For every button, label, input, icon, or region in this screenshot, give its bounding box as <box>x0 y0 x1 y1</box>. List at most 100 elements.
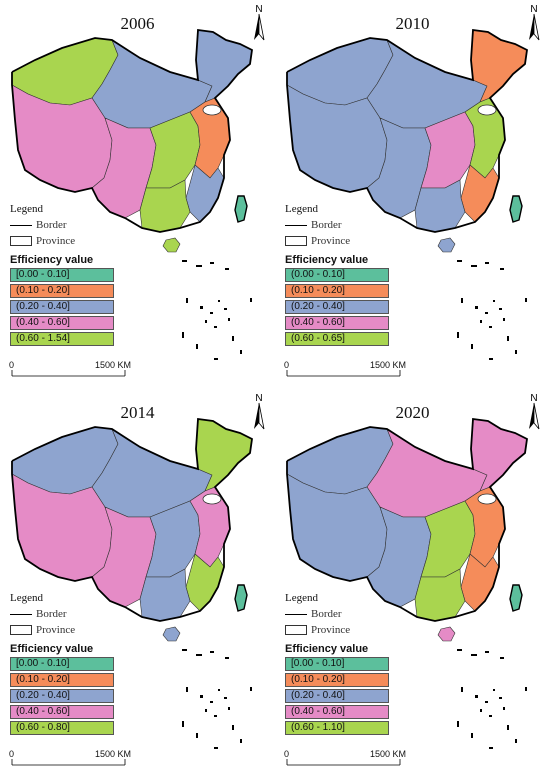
class-swatch <box>285 332 389 346</box>
scale-bar <box>11 370 126 377</box>
class-swatch <box>10 268 114 282</box>
south-sea-islands <box>182 649 252 749</box>
class-label: (0.60 - 0.65] <box>291 333 345 344</box>
north-arrow-icon <box>254 402 265 430</box>
map-panel-2020: N 2020 Legend Border Province Efficiency… <box>275 389 550 778</box>
south-sea-islands <box>457 649 527 749</box>
scale-start-label: 0 <box>284 749 290 759</box>
scale-bar <box>286 759 401 766</box>
scale-start-label: 0 <box>9 749 15 759</box>
region-south <box>139 179 191 233</box>
north-label: N <box>530 4 537 15</box>
legend-title: Legend <box>10 203 43 215</box>
legend-province-item: Province <box>10 624 75 636</box>
class-swatch <box>285 284 389 298</box>
scale-start-label: 0 <box>9 360 15 370</box>
map-year-title: 2010 <box>395 14 430 33</box>
north-label: N <box>255 393 262 404</box>
efficiency-title: Efficiency value <box>10 643 94 655</box>
national-border <box>11 28 253 233</box>
bohai-sea <box>477 493 497 505</box>
bohai-sea <box>477 104 497 116</box>
legend-province-item: Province <box>10 235 75 247</box>
class-label: (0.60 - 1.10] <box>291 722 345 733</box>
region-east <box>464 486 506 568</box>
border-swatch <box>285 224 307 226</box>
class-label: (0.10 - 0.20] <box>16 674 70 685</box>
national-border <box>286 28 528 233</box>
border-label: Border <box>311 608 342 620</box>
class-label: (0.60 - 0.80] <box>16 722 70 733</box>
south-sea-islands <box>457 260 527 360</box>
class-swatch <box>285 705 389 719</box>
region-taiwan <box>509 195 523 223</box>
legend-title: Legend <box>285 203 318 215</box>
class-label: (0.10 - 0.20] <box>291 285 345 296</box>
region-east <box>464 97 506 179</box>
north-label: N <box>255 4 262 15</box>
province-label: Province <box>36 235 76 247</box>
legend-border-item: Border <box>285 608 342 620</box>
legend-border-item: Border <box>10 219 67 231</box>
map-panel-2006: N 2006 Legend Border Province Efficiency… <box>0 0 275 389</box>
class-swatch <box>285 300 389 314</box>
border-swatch <box>285 613 307 615</box>
scale-end-label: 1500 KM <box>95 360 132 370</box>
legend-title: Legend <box>10 592 43 604</box>
map-panel-2014: N 2014 Legend Border Province Efficiency… <box>0 389 275 778</box>
class-label: [0.00 - 0.10] <box>291 658 345 669</box>
legend-province-item: Province <box>285 624 350 636</box>
national-border <box>11 417 253 622</box>
region-southeast <box>185 553 225 612</box>
region-southeast <box>185 164 225 223</box>
north-arrow-icon <box>254 13 265 41</box>
province-label: Province <box>36 624 76 636</box>
region-taiwan <box>234 195 248 223</box>
class-label: [0.00 - 0.10] <box>16 269 70 280</box>
region-hainan <box>162 626 181 642</box>
china-map: N <box>11 4 265 377</box>
bohai-sea <box>202 104 222 116</box>
class-swatch <box>10 284 114 298</box>
class-swatch <box>285 673 389 687</box>
region-taiwan <box>509 584 523 612</box>
province-swatch <box>285 236 307 247</box>
class-swatch <box>285 268 389 282</box>
region-south <box>139 568 191 622</box>
class-swatch <box>10 657 114 671</box>
region-south <box>414 179 466 233</box>
scale-end-label: 1500 KM <box>370 749 407 759</box>
class-label: (0.40 - 0.60] <box>291 317 345 328</box>
north-label: N <box>530 393 537 404</box>
class-swatch <box>10 332 114 346</box>
national-border <box>286 417 528 622</box>
region-hainan <box>162 237 181 253</box>
class-label: (0.20 - 0.40] <box>291 301 345 312</box>
china-map: N <box>286 4 540 377</box>
map-year-title: 2006 <box>120 14 155 33</box>
legend-province-item: Province <box>285 235 350 247</box>
legend-border-item: Border <box>10 608 67 620</box>
class-label: (0.40 - 0.60] <box>16 317 70 328</box>
region-southeast <box>460 553 500 612</box>
class-label: (0.20 - 0.40] <box>291 690 345 701</box>
scale-end-label: 1500 KM <box>370 360 407 370</box>
province-swatch <box>285 625 307 636</box>
north-arrow-icon <box>529 402 540 430</box>
border-label: Border <box>36 608 67 620</box>
class-swatch <box>10 689 114 703</box>
border-swatch <box>10 224 32 226</box>
map-year-title: 2020 <box>395 403 430 422</box>
province-swatch <box>10 236 32 247</box>
map-year-title: 2014 <box>120 403 155 422</box>
border-swatch <box>10 613 32 615</box>
legend-border-item: Border <box>285 219 342 231</box>
class-label: (0.40 - 0.60] <box>16 706 70 717</box>
scale-start-label: 0 <box>284 360 290 370</box>
region-taiwan <box>234 584 248 612</box>
class-label: (0.10 - 0.20] <box>291 674 345 685</box>
province-swatch <box>10 625 32 636</box>
scale-bar <box>286 370 401 377</box>
south-sea-islands <box>182 260 252 360</box>
